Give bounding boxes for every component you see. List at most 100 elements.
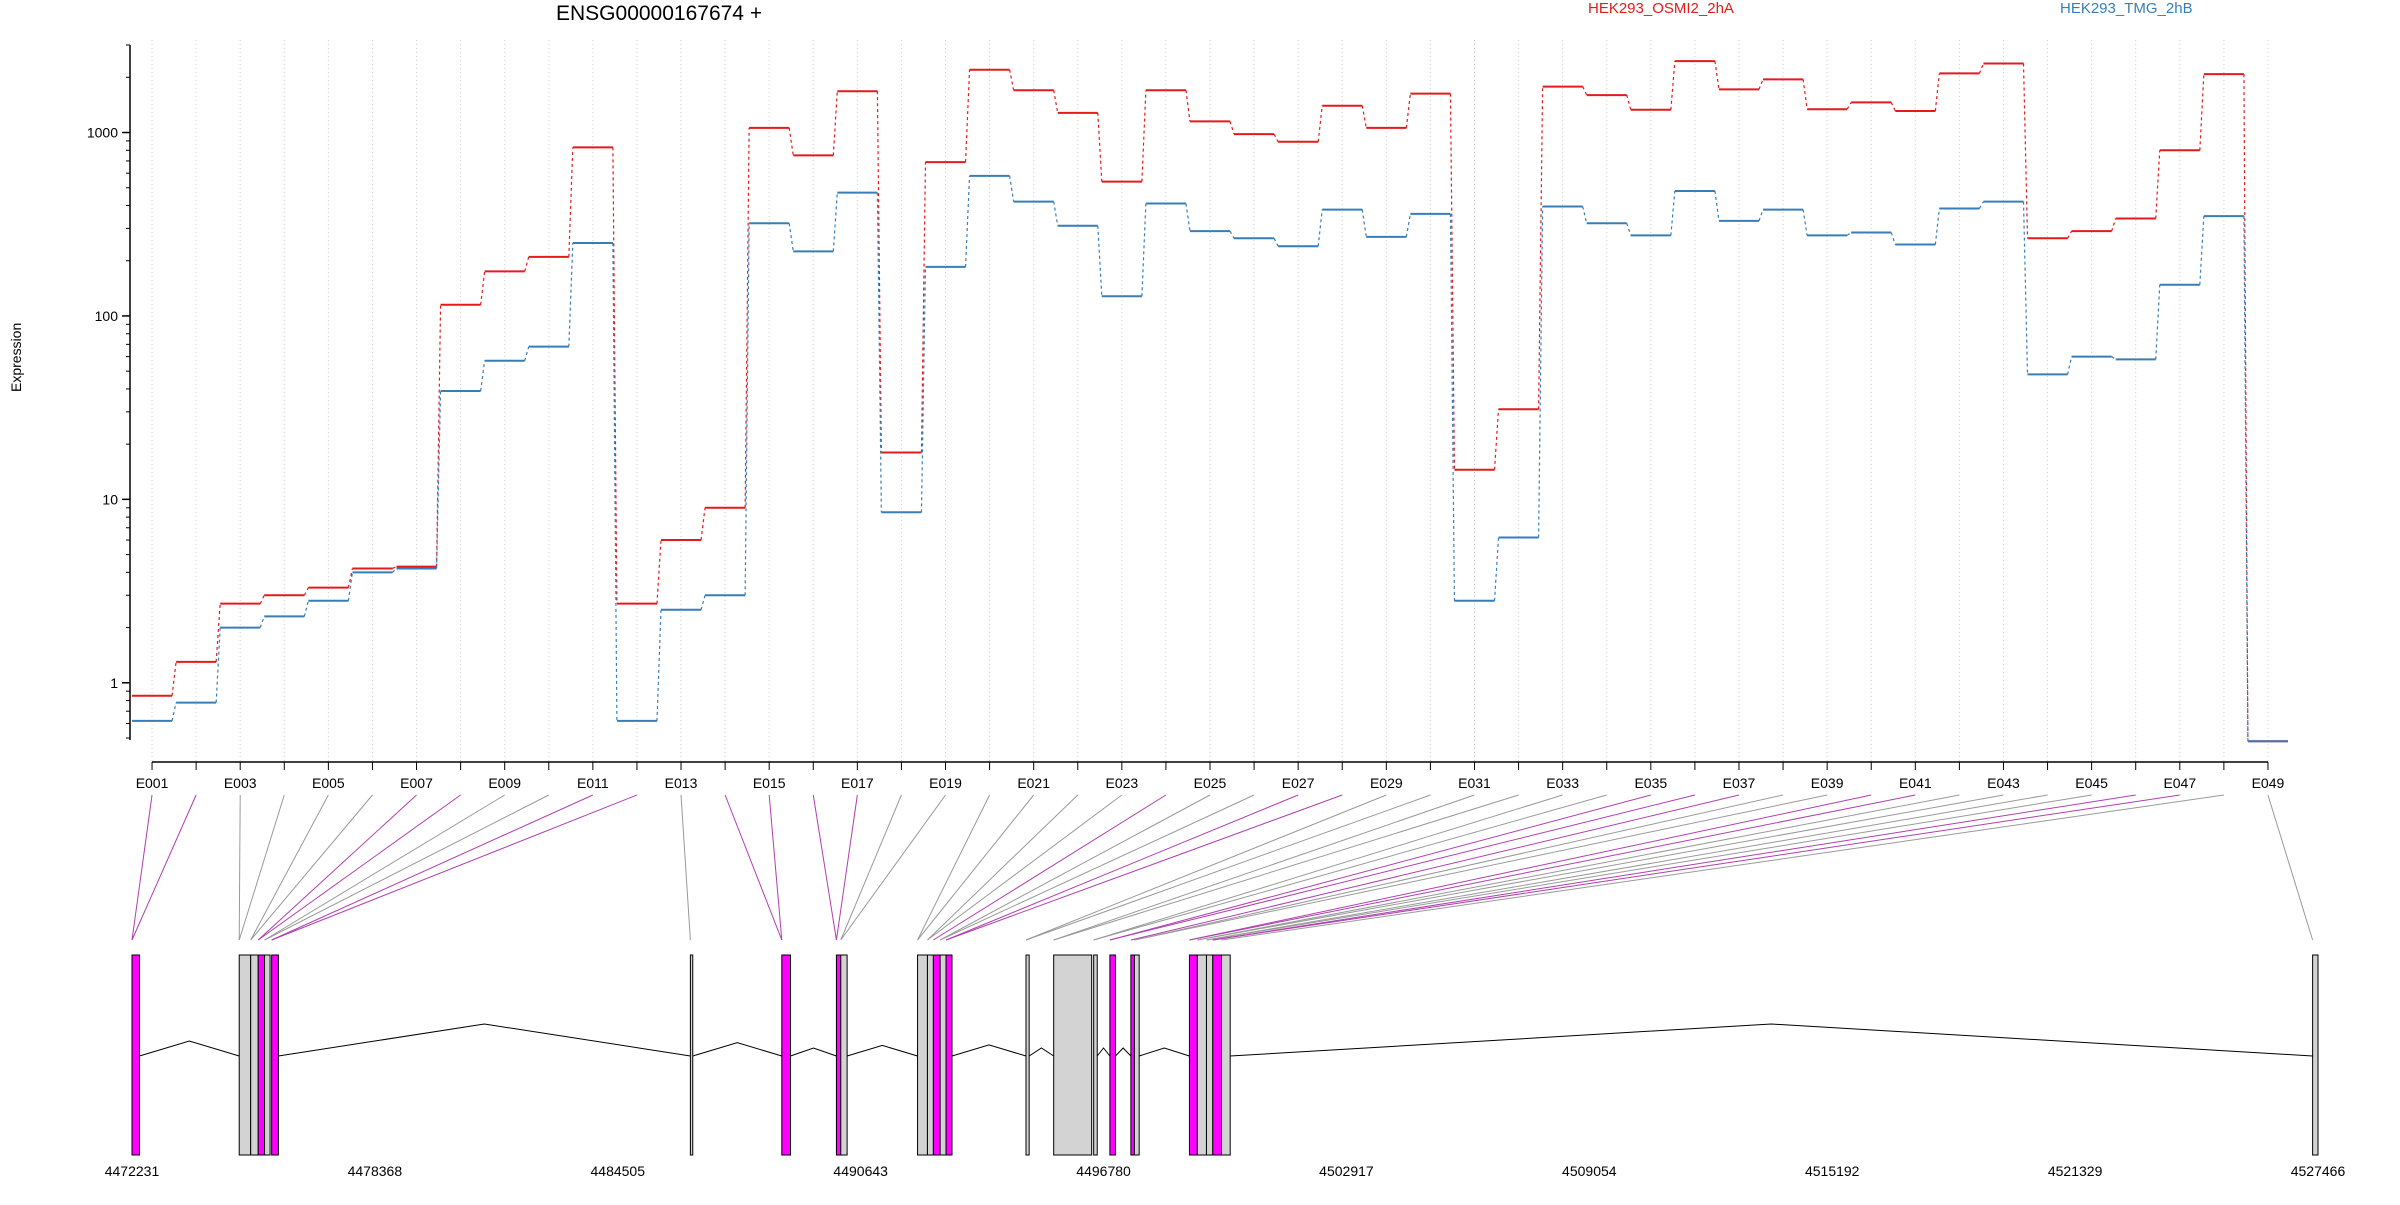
series-1-connector <box>1405 93 1411 128</box>
exon-block <box>250 954 259 1156</box>
exon-mapping-line <box>1189 794 1872 941</box>
exon-block <box>1196 954 1207 1156</box>
series-1-connector <box>1890 102 1896 112</box>
series-1-connector <box>435 304 442 567</box>
exon-block <box>689 954 694 1156</box>
genomic-position-label: 4527466 <box>2291 1163 2346 1179</box>
genomic-position-label: 4496780 <box>1076 1163 1131 1179</box>
series-2-connector <box>2155 284 2161 360</box>
series-2-connector <box>1141 203 1147 297</box>
series-1-connector <box>656 540 662 604</box>
series-2-connector <box>744 223 750 596</box>
series-1-connector <box>1229 121 1235 135</box>
x-tick-label: E035 <box>1634 775 1667 791</box>
exon-mapping-line <box>131 794 153 941</box>
series-1-connector <box>215 603 221 662</box>
exon-mapping-line <box>1206 794 2092 941</box>
exon-mapping-line <box>1025 794 1431 941</box>
intron-line <box>139 1040 240 1057</box>
x-tick-label: E001 <box>136 775 169 791</box>
exon-block <box>264 954 271 1156</box>
exon-mapping-line <box>1134 794 1784 941</box>
series-1-connector <box>1978 63 1984 74</box>
series-2-connector <box>876 192 882 513</box>
x-tick-label: E023 <box>1105 775 1138 791</box>
exon-mapping-line <box>250 794 329 941</box>
series-2-connector <box>259 616 265 628</box>
x-tick-label: E049 <box>2252 775 2285 791</box>
series-2-connector <box>215 627 221 703</box>
series-1-connector <box>568 147 574 257</box>
series-2-connector <box>1097 225 1103 297</box>
exon-block <box>131 954 140 1156</box>
exon-block <box>945 954 953 1156</box>
exon-mapping-line <box>917 794 1035 941</box>
y-axis-label: Expression <box>8 322 24 392</box>
intron-line <box>692 1042 782 1057</box>
exon-mapping-line <box>264 794 550 941</box>
intron-line <box>846 1044 918 1057</box>
x-tick-label: E033 <box>1546 775 1579 791</box>
series-1-connector <box>392 566 397 570</box>
genomic-position-label: 4509054 <box>1562 1163 1617 1179</box>
exon-mapping-line <box>238 794 241 941</box>
series-2-connector <box>1449 213 1456 601</box>
x-tick-label: E029 <box>1370 775 1403 791</box>
exon-mapping-line <box>257 794 417 941</box>
exon-mapping-line <box>1093 794 1607 941</box>
series-2-connector <box>1670 190 1676 236</box>
intron-line <box>1115 1047 1132 1057</box>
series-1-connector <box>2022 63 2029 239</box>
series-2-connector <box>1758 209 1764 222</box>
exon-block <box>1212 954 1222 1156</box>
series-1-connector <box>259 595 265 604</box>
x-tick-label: E007 <box>400 775 433 791</box>
series-1-connector <box>788 127 794 156</box>
series-2-connector <box>171 702 177 721</box>
legend-entry-series-1: HEK293_OSMI2_2hA <box>1588 0 1734 17</box>
series-2-connector <box>435 390 442 569</box>
series-2-connector <box>920 266 927 513</box>
series-1-connector <box>964 69 971 163</box>
exon-mapping-line <box>680 794 691 941</box>
series-1-connector <box>1053 90 1059 113</box>
exon-block <box>840 954 848 1156</box>
exon-block <box>257 954 266 1156</box>
exon-mapping-line <box>1109 794 1651 941</box>
exon-mapping-line <box>238 794 285 941</box>
series-2-connector <box>2022 201 2029 375</box>
exon-block <box>932 954 941 1156</box>
exon-block <box>1130 954 1135 1156</box>
series-2-connector <box>1053 201 1059 226</box>
x-tick-label: E047 <box>2163 775 2196 791</box>
y-tick-label: 100 <box>95 308 119 324</box>
chart-title: ENSG00000167674 + <box>556 2 763 25</box>
intron-line <box>951 1044 1027 1057</box>
series-2-connector <box>524 346 530 361</box>
series-1-connector <box>832 91 838 156</box>
exon-mapping-line <box>1109 794 1696 941</box>
series-1-connector <box>1493 409 1500 470</box>
y-tick-label: 1 <box>110 675 118 691</box>
exon-block <box>1109 954 1116 1156</box>
series-1-connector <box>480 271 486 305</box>
series-2-connector <box>1626 223 1632 236</box>
series-2-connector <box>2199 216 2205 285</box>
series-1-connector <box>700 507 706 541</box>
exon-mapping-line <box>1197 794 1960 941</box>
exon-block <box>1205 954 1214 1156</box>
series-1-connector <box>1670 61 1676 110</box>
series-2-connector <box>347 572 354 601</box>
exon-block <box>1188 954 1198 1156</box>
genomic-position-label: 4490643 <box>833 1163 888 1179</box>
series-2-connector <box>480 360 486 392</box>
series-1-connector <box>2243 74 2249 742</box>
genomic-position-label: 4521329 <box>2048 1163 2103 1179</box>
series-2-connector <box>303 600 309 617</box>
exon-mapping-line <box>812 794 837 941</box>
exon-mapping-line <box>840 794 946 941</box>
series-1-connector <box>1449 93 1456 470</box>
exon-block <box>939 954 947 1156</box>
exon-mapping-line <box>1189 794 1916 941</box>
